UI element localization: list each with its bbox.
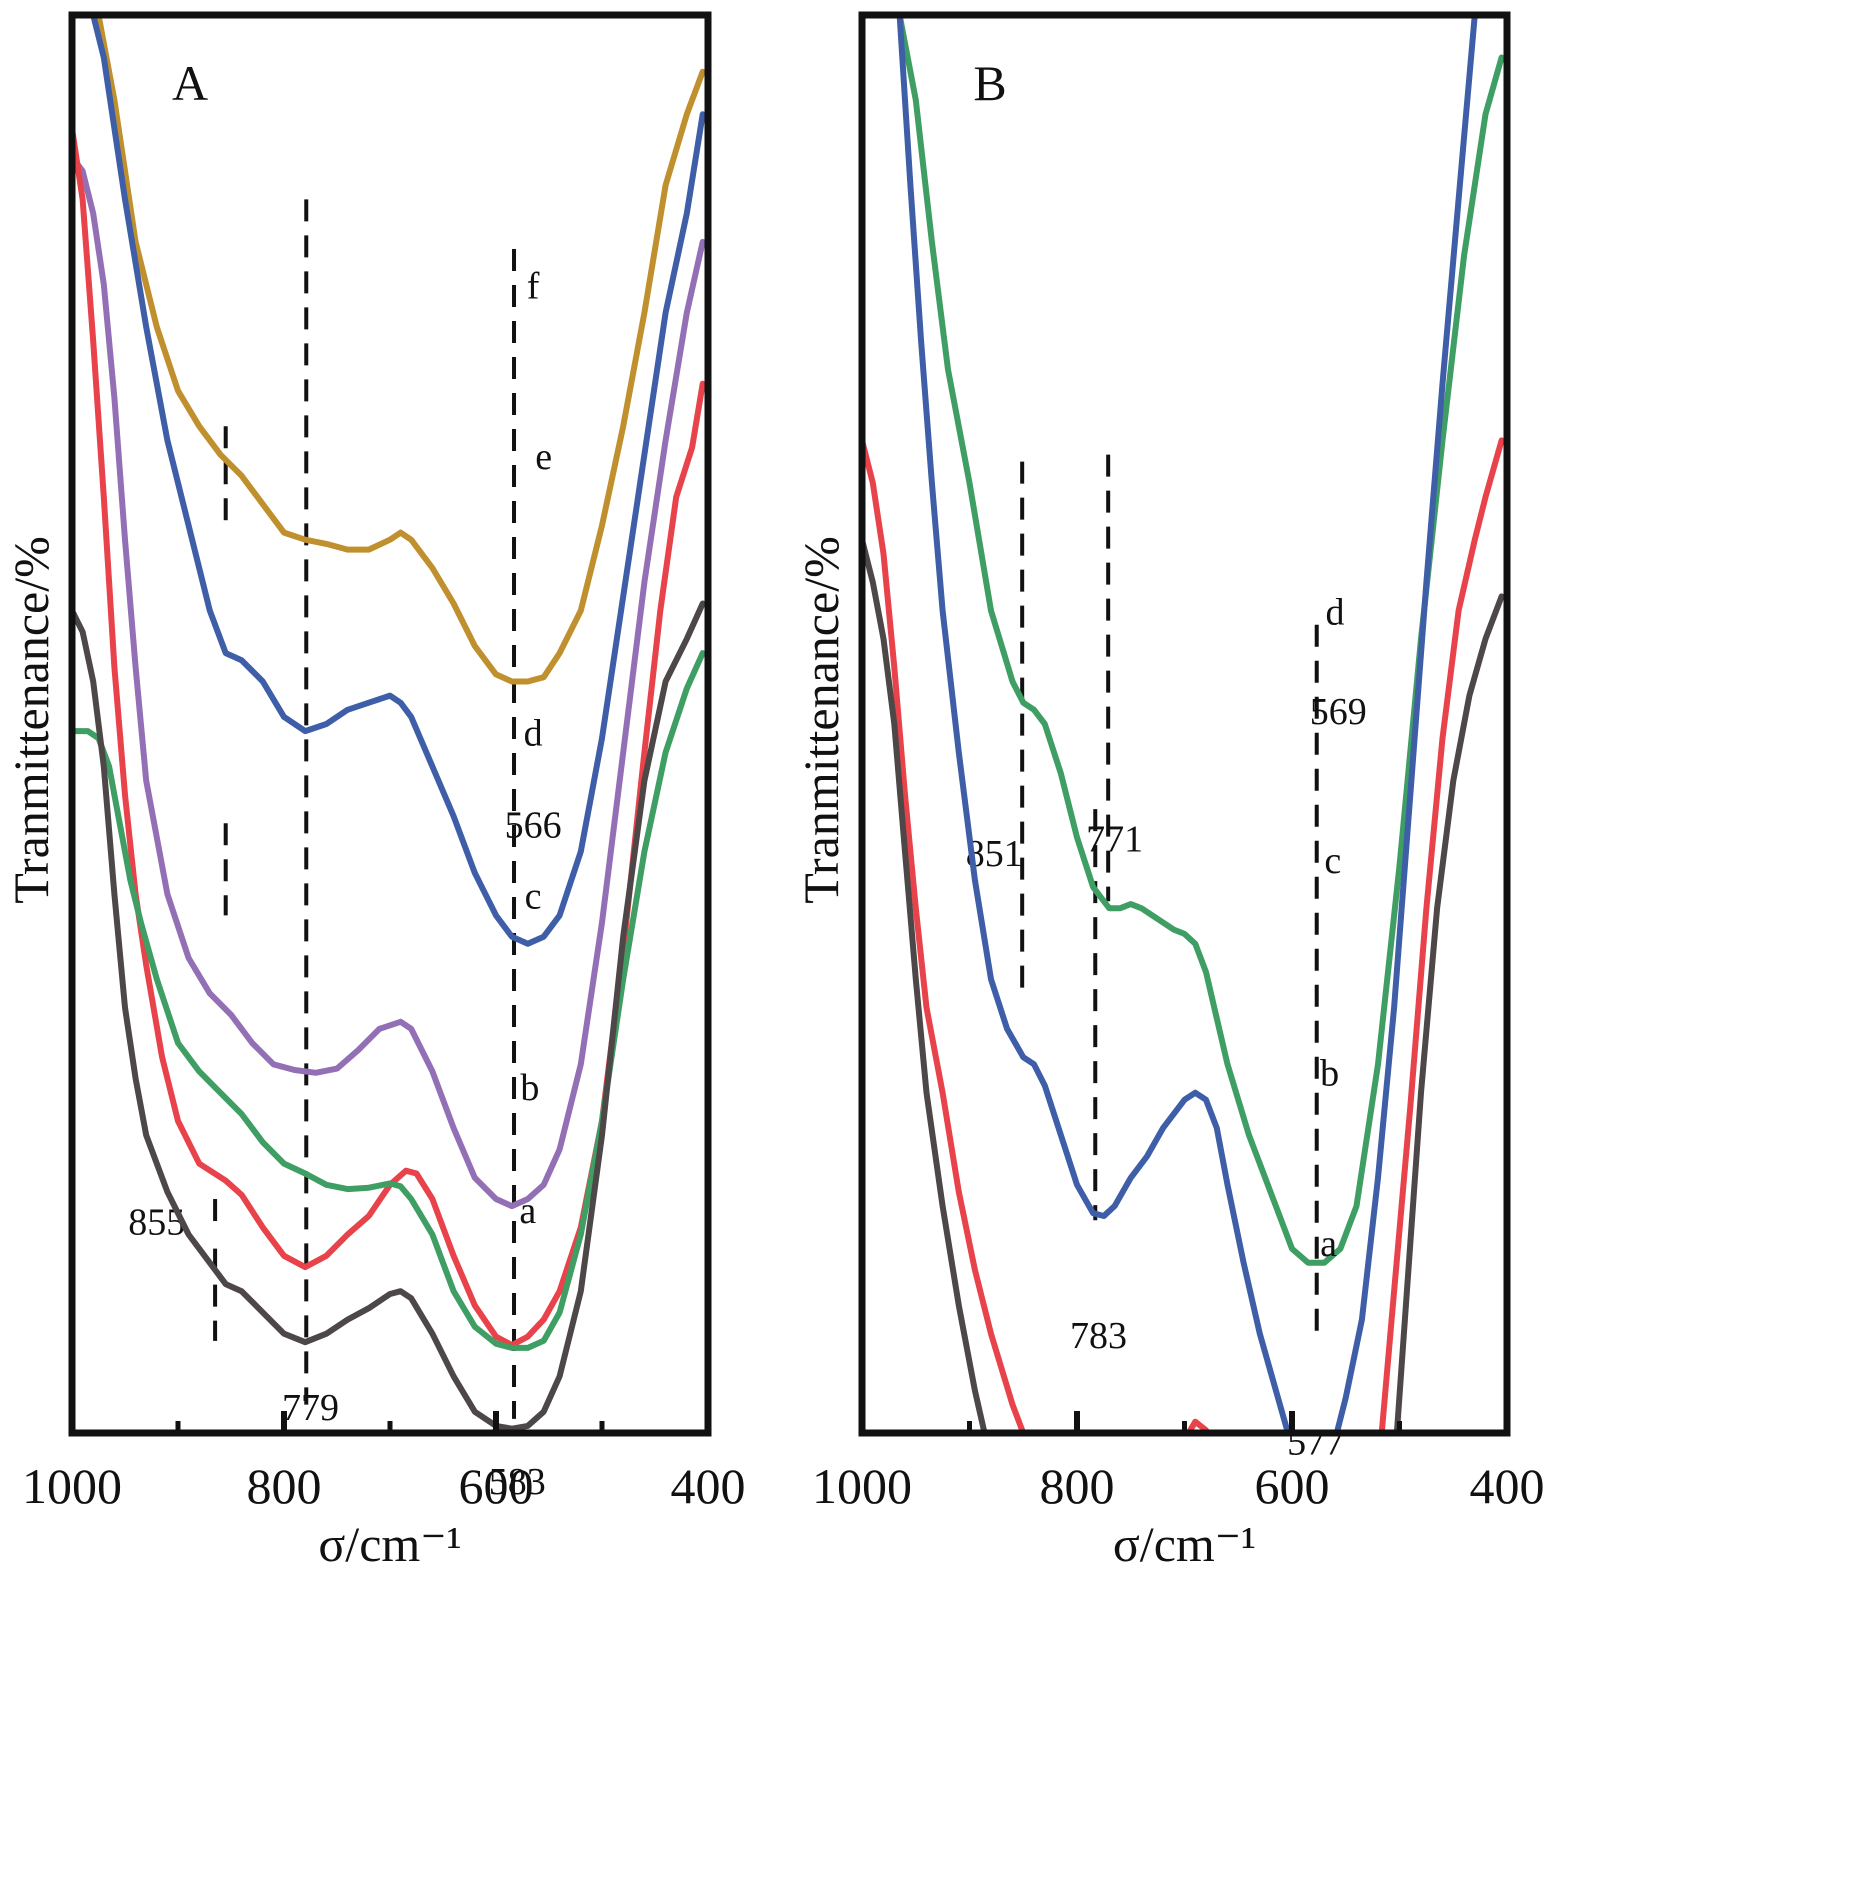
panel-label: A [172, 55, 208, 111]
series-line-A-a [72, 600, 706, 1432]
panel-label: B [973, 55, 1006, 111]
peak-label-583: 583 [489, 1461, 546, 1503]
x-tick-label: 400 [1470, 1458, 1545, 1514]
series-label-e: e [535, 436, 552, 478]
series-label-d: d [1326, 592, 1345, 634]
peak-label-783: 783 [1070, 1315, 1127, 1357]
x-axis-title: σ/cm⁻¹ [318, 1516, 461, 1572]
peak-label-566: 566 [505, 804, 562, 846]
peak-label-577: 577 [1287, 1421, 1344, 1463]
y-axis-title: Tranmittenance/% [793, 536, 849, 904]
x-axis-title: σ/cm⁻¹ [1113, 1516, 1256, 1572]
series-line-B-c [896, 15, 1478, 1433]
x-tick-label: 600 [1255, 1458, 1330, 1514]
series-line-A-d [72, 153, 706, 1210]
peak-label-779: 779 [282, 1387, 339, 1429]
series-label-a: a [519, 1190, 536, 1232]
series-label-c: c [1324, 840, 1341, 882]
y-axis-title: Tranmittenance/% [3, 536, 59, 904]
series-line-A-f [95, 15, 706, 685]
x-tick-label: 1000 [22, 1458, 122, 1514]
series-line-A-e [90, 15, 706, 947]
series-line-A-b [72, 650, 706, 1351]
series-line-B-a [862, 536, 1505, 1433]
x-tick-label: 600 [459, 1458, 534, 1514]
series-label-c: c [525, 875, 542, 917]
series-label-a: a [1320, 1223, 1337, 1265]
series-label-f: f [527, 266, 540, 308]
series-line-A-c [72, 125, 706, 1349]
series-label-b: b [1320, 1053, 1339, 1095]
x-tick-label: 800 [247, 1458, 322, 1514]
series-label-b: b [520, 1067, 539, 1109]
x-tick-label: 1000 [812, 1458, 912, 1514]
x-tick-label: 800 [1040, 1458, 1115, 1514]
peak-label-569: 569 [1310, 691, 1367, 733]
series-line-B-d [896, 15, 1505, 1266]
x-tick-label: 400 [671, 1458, 746, 1514]
series-label-d: d [524, 712, 543, 754]
series-line-B-b [862, 437, 1505, 1433]
